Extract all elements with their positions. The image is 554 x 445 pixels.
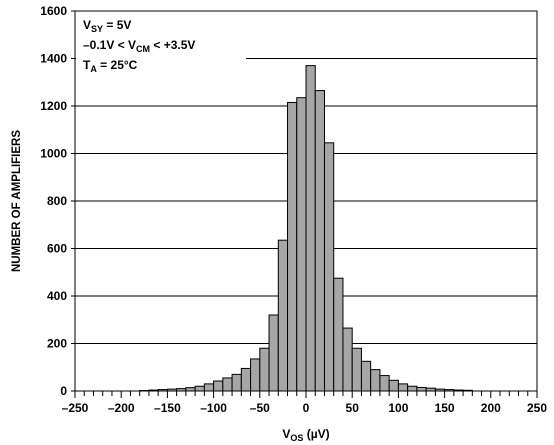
histogram-bar bbox=[379, 375, 390, 392]
y-tick-label: 1600 bbox=[40, 4, 67, 18]
histogram-bar bbox=[360, 360, 372, 392]
y-tick-label: 800 bbox=[47, 194, 67, 208]
y-tick-label: 1400 bbox=[40, 52, 67, 66]
histogram-bar bbox=[397, 383, 409, 392]
histogram-bar bbox=[268, 314, 279, 392]
x-axis-title: VOS (µV) bbox=[282, 427, 329, 443]
x-tick-label: –250 bbox=[62, 401, 89, 415]
x-tick-label: 150 bbox=[435, 401, 455, 415]
y-tick-label: 200 bbox=[47, 337, 67, 351]
histogram-bar bbox=[370, 369, 381, 392]
histogram-bar bbox=[323, 142, 335, 392]
histogram-bar bbox=[296, 97, 307, 392]
x-axis-ticks: –250 –200 –150 –100 –50 0 50 100 150 200 250 bbox=[62, 391, 547, 415]
histogram-bar bbox=[231, 373, 242, 392]
y-axis-ticks: 0 200 400 600 800 1000 1200 1400 1600 bbox=[40, 4, 75, 398]
histogram-bar bbox=[277, 239, 289, 392]
histogram-bar bbox=[342, 327, 353, 392]
histogram-bar bbox=[259, 347, 270, 392]
annotation-background bbox=[76, 12, 246, 75]
histogram-bar bbox=[314, 90, 325, 392]
y-tick-label: 0 bbox=[60, 384, 67, 398]
y-axis-title: NUMBER OF AMPLIFIERS bbox=[11, 130, 23, 272]
y-tick-label: 400 bbox=[47, 289, 67, 303]
histogram-bar bbox=[222, 377, 233, 392]
x-tick-label: 250 bbox=[527, 401, 547, 415]
x-tick-label: 100 bbox=[388, 401, 408, 415]
histogram-bars bbox=[139, 65, 473, 392]
conditions-annotation: VSY = 5V –0.1V < VCM < +3.5V TA = 25°C bbox=[83, 18, 195, 74]
x-tick-label: –100 bbox=[200, 401, 227, 415]
y-tick-label: 600 bbox=[47, 242, 67, 256]
histogram-bar bbox=[416, 386, 427, 392]
histogram-bar bbox=[351, 347, 362, 392]
x-tick-label: –50 bbox=[250, 401, 270, 415]
x-tick-label: –200 bbox=[108, 401, 135, 415]
x-tick-label: 0 bbox=[303, 401, 310, 415]
histogram-bar bbox=[287, 101, 298, 392]
histogram-bar bbox=[388, 379, 399, 392]
histogram-bar bbox=[407, 385, 418, 392]
y-tick-label: 1200 bbox=[40, 99, 67, 113]
annotation-line: TA = 25°C bbox=[83, 58, 138, 74]
x-tick-label: –150 bbox=[154, 401, 181, 415]
histogram-bar bbox=[240, 367, 252, 392]
annotation-line: VSY = 5V bbox=[83, 18, 131, 34]
histogram-bar bbox=[213, 380, 224, 392]
histogram-bar bbox=[305, 65, 316, 392]
histogram-bar bbox=[194, 385, 205, 392]
annotation-line: –0.1V < VCM < +3.5V bbox=[83, 38, 195, 54]
histogram-bar bbox=[333, 277, 344, 392]
histogram-bar bbox=[250, 358, 261, 392]
x-tick-label: 200 bbox=[481, 401, 501, 415]
y-tick-label: 1000 bbox=[40, 147, 67, 161]
x-tick-label: 50 bbox=[346, 401, 360, 415]
histogram-bar bbox=[203, 383, 215, 392]
